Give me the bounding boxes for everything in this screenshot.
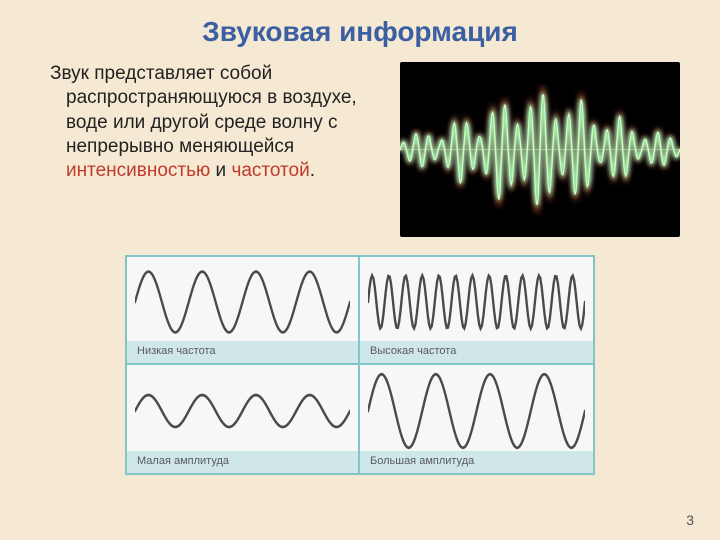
cell-low-frequency: Низкая частота — [127, 257, 360, 363]
wave-low-frequency — [127, 257, 358, 341]
diagram-row-frequency: Низкая частота Высокая частота — [127, 257, 593, 365]
para-post: . — [310, 160, 315, 181]
cell-low-amplitude: Малая амплитуда — [127, 365, 360, 473]
cell-high-frequency: Высокая частота — [360, 257, 593, 363]
label-low-frequency: Низкая частота — [127, 341, 358, 363]
slide: Звуковая информация Звук представляет со… — [0, 0, 720, 540]
wave-high-frequency — [360, 257, 593, 341]
wave-high-amplitude — [360, 365, 593, 451]
body-paragraph: Звук представляет собой распространяющую… — [40, 62, 382, 184]
label-low-amplitude: Малая амплитуда — [127, 451, 358, 473]
sound-wave-image — [400, 62, 680, 237]
para-hl1: интенсивностью — [66, 160, 210, 181]
diagram-row-amplitude: Малая амплитуда Большая амплитуда — [127, 365, 593, 473]
content-row: Звук представляет собой распространяющую… — [40, 62, 680, 237]
label-high-amplitude: Большая амплитуда — [360, 451, 593, 473]
diagram-container: Низкая частота Высокая частота Малая амп… — [125, 255, 595, 475]
cell-high-amplitude: Большая амплитуда — [360, 365, 593, 473]
para-pre: Звук представляет собой распространяющую… — [50, 63, 357, 157]
para-mid: и — [210, 160, 231, 181]
wave-low-amplitude — [127, 365, 358, 451]
para-hl2: частотой — [231, 160, 309, 181]
slide-title: Звуковая информация — [40, 16, 680, 48]
label-high-frequency: Высокая частота — [360, 341, 593, 363]
page-number: 3 — [686, 512, 694, 528]
frequency-amplitude-diagram: Низкая частота Высокая частота Малая амп… — [125, 255, 595, 475]
